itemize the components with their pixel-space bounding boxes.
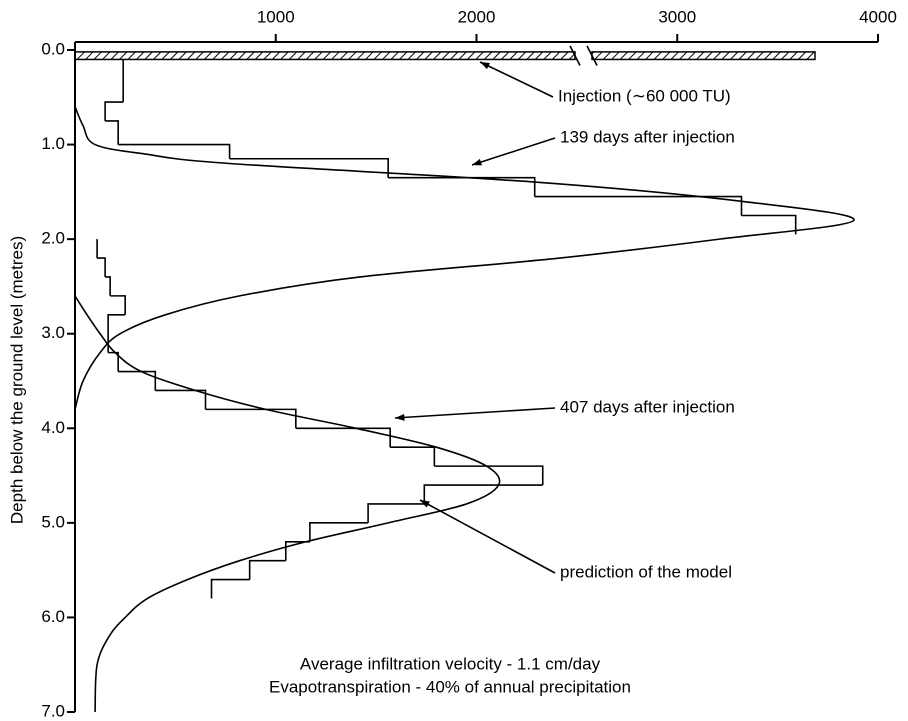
step [388,176,536,197]
x-tick-label: 1000 [257,7,295,26]
step [309,522,369,542]
annotation-arrow [479,61,554,98]
y-tick-label: 0.0 [41,39,65,58]
y-tick-label: 1.0 [41,134,65,153]
annotation: 407 days after injection [560,397,735,416]
model-curve [74,106,855,410]
x-tick-label: 4000 [859,7,897,26]
y-tick-label: 4.0 [41,418,65,437]
model-curve [74,295,501,713]
step [107,314,126,334]
annotation-arrow [394,407,556,419]
injection-bar [74,51,816,61]
step [108,351,119,372]
step [155,389,207,410]
step [741,214,797,235]
step [390,446,436,467]
step [367,503,425,523]
annotation: Injection (∼60 000 TU) [558,86,731,105]
step [295,427,391,448]
step [118,370,157,391]
annotation: 139 days after injection [560,127,735,146]
arrow-head [395,413,405,421]
arrow-head [480,62,490,70]
step [105,276,111,296]
x-tick-label: 3000 [658,7,696,26]
step [104,101,124,121]
annotation: prediction of the model [560,562,732,581]
y-tick-label: 2.0 [41,229,65,248]
note: Evapotranspiration - 40% of annual preci… [269,677,631,696]
step [434,465,544,486]
y-tick-label: 3.0 [41,323,65,342]
y-tick-label: 7.0 [41,701,65,720]
arrow-head [420,500,430,508]
arrow-head [472,158,482,166]
step [423,484,543,504]
step [284,540,310,561]
annotation-arrow [419,499,556,574]
step [110,295,126,315]
step [97,257,106,277]
injection-bar-part [591,51,816,61]
axis-break [569,45,598,66]
y-tick-label: 6.0 [41,607,65,626]
y-tick-label: 5.0 [41,512,65,531]
injection-bar-part [74,51,576,61]
step [205,408,297,429]
step [534,195,743,216]
y-axis-label: Depth below the ground level (metres) [7,236,26,524]
step [229,157,389,178]
step [118,143,231,159]
note: Average infiltration velocity - 1.1 cm/d… [300,654,601,673]
step [105,120,119,145]
step [248,559,286,580]
step [210,578,250,599]
annotation-arrow [471,137,556,166]
x-tick-label: 2000 [458,7,496,26]
